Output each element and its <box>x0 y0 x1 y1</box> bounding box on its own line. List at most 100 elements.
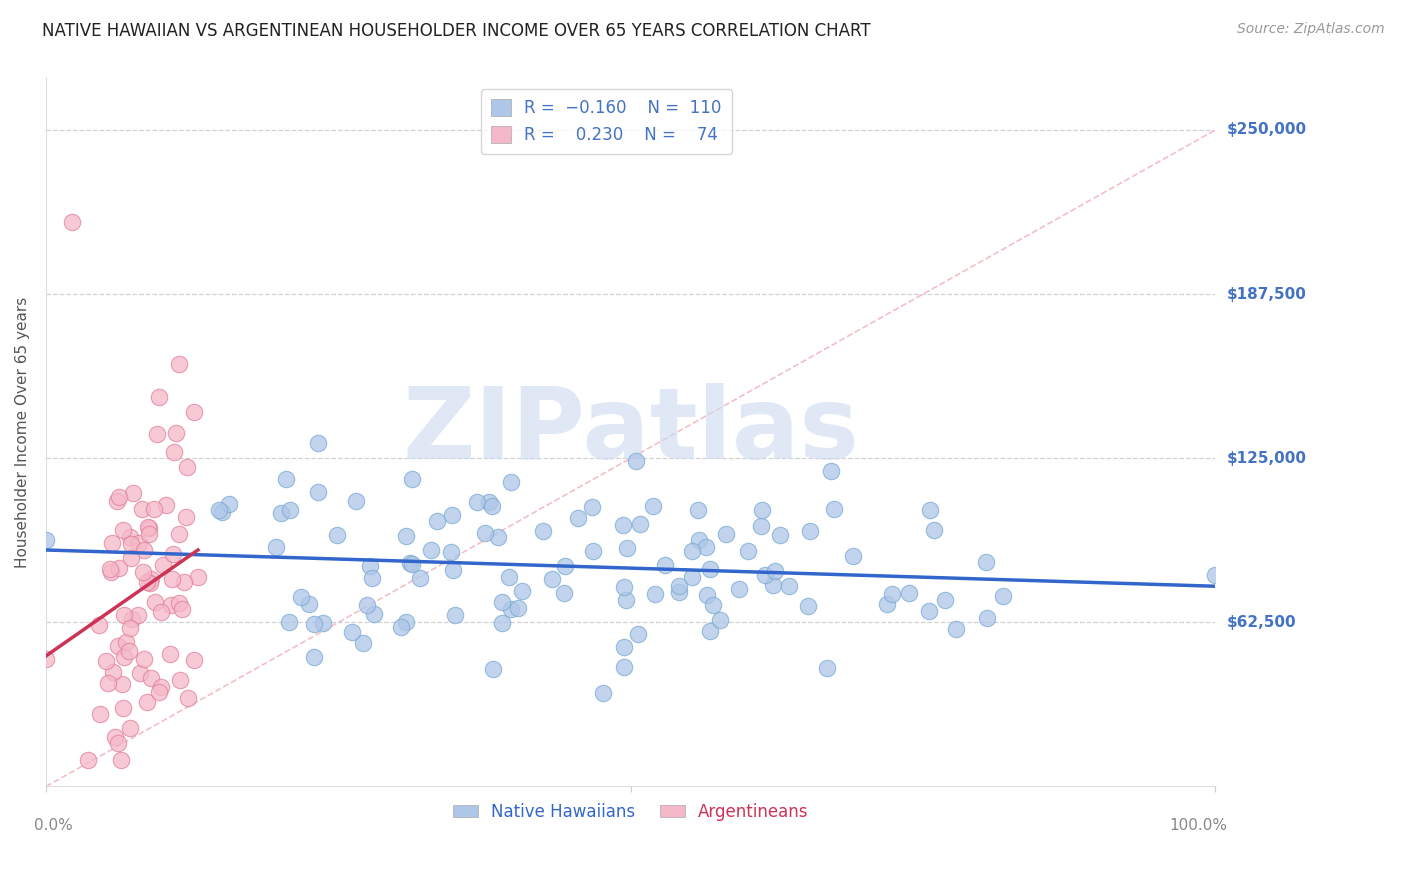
Point <box>290 590 312 604</box>
Point <box>274 472 297 486</box>
Point <box>187 570 209 584</box>
Point <box>797 599 820 614</box>
Point <box>696 588 718 602</box>
Legend: Native Hawaiians, Argentineans: Native Hawaiians, Argentineans <box>446 797 815 828</box>
Point <box>754 567 776 582</box>
Point <box>110 753 132 767</box>
Point <box>173 575 195 590</box>
Point <box>702 599 724 613</box>
Point <box>76 753 98 767</box>
Point <box>148 685 170 699</box>
Point <box>139 575 162 590</box>
Point <box>612 518 634 533</box>
Point <box>681 570 703 584</box>
Point <box>344 494 367 508</box>
Point <box>508 600 530 615</box>
Point <box>592 686 614 700</box>
Point <box>481 499 503 513</box>
Point <box>167 357 190 371</box>
Point <box>101 536 124 550</box>
Point <box>614 593 637 607</box>
Point <box>882 586 904 600</box>
Point <box>426 514 449 528</box>
Point <box>98 562 121 576</box>
Point <box>389 620 412 634</box>
Point <box>138 520 160 534</box>
Point <box>582 543 605 558</box>
Point <box>307 485 329 500</box>
Point <box>709 613 731 627</box>
Point <box>815 661 838 675</box>
Point <box>97 676 120 690</box>
Point <box>172 602 194 616</box>
Point <box>491 595 513 609</box>
Y-axis label: Householder Income Over 65 years: Householder Income Over 65 years <box>15 296 30 567</box>
Point <box>120 537 142 551</box>
Point <box>491 615 513 630</box>
Point <box>441 508 464 522</box>
Point <box>208 503 231 517</box>
Point <box>159 647 181 661</box>
Point <box>311 615 333 630</box>
Point <box>441 563 464 577</box>
Point <box>751 503 773 517</box>
Point <box>270 506 292 520</box>
Point <box>132 542 155 557</box>
Point <box>112 650 135 665</box>
Point <box>94 654 117 668</box>
Point <box>762 578 785 592</box>
Point <box>409 571 432 585</box>
Text: Source: ZipAtlas.com: Source: ZipAtlas.com <box>1237 22 1385 37</box>
Point <box>918 502 941 516</box>
Point <box>440 545 463 559</box>
Point <box>699 624 721 638</box>
Point <box>211 504 233 518</box>
Point <box>120 550 142 565</box>
Point <box>141 572 163 586</box>
Point <box>60 215 83 229</box>
Point <box>613 659 636 673</box>
Point <box>465 495 488 509</box>
Point <box>127 608 149 623</box>
Point <box>118 621 141 635</box>
Point <box>141 672 163 686</box>
Point <box>654 558 676 572</box>
Point <box>128 536 150 550</box>
Point <box>136 575 159 590</box>
Point <box>395 615 418 630</box>
Point <box>100 565 122 579</box>
Point <box>35 533 58 547</box>
Point <box>401 557 423 571</box>
Text: $250,000: $250,000 <box>1226 122 1306 137</box>
Point <box>87 618 110 632</box>
Point <box>540 572 562 586</box>
Point <box>553 586 575 600</box>
Point <box>769 528 792 542</box>
Point <box>898 586 921 600</box>
Point <box>120 721 142 735</box>
Point <box>112 701 135 715</box>
Point <box>107 640 129 654</box>
Point <box>668 579 690 593</box>
Point <box>1204 568 1226 582</box>
Point <box>616 541 638 555</box>
Text: 100.0%: 100.0% <box>1170 818 1227 833</box>
Point <box>737 544 759 558</box>
Point <box>763 564 786 578</box>
Point <box>138 526 160 541</box>
Point <box>628 516 651 531</box>
Point <box>163 445 186 459</box>
Point <box>823 502 845 516</box>
Point <box>143 595 166 609</box>
Point <box>129 666 152 681</box>
Point <box>934 592 956 607</box>
Point <box>138 520 160 534</box>
Point <box>486 530 509 544</box>
Point <box>352 636 374 650</box>
Text: ZIPatlas: ZIPatlas <box>402 384 859 481</box>
Point <box>444 608 467 623</box>
Point <box>131 502 153 516</box>
Point <box>160 598 183 612</box>
Point <box>148 390 170 404</box>
Point <box>477 495 499 509</box>
